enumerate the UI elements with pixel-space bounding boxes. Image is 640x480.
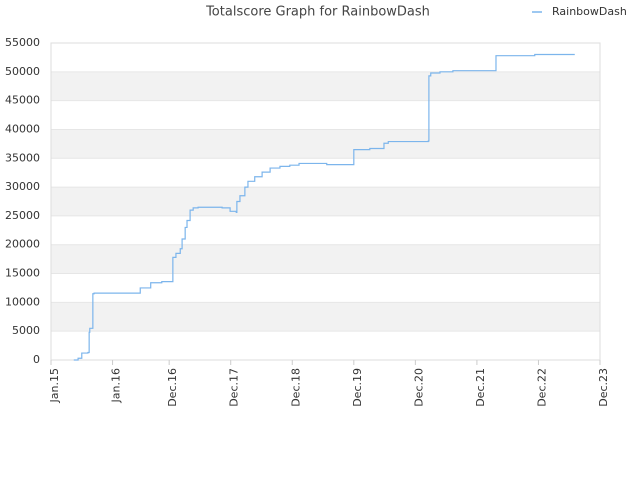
- y-tick-label: 35000: [5, 151, 40, 164]
- x-tick-label: Jan.15: [48, 368, 61, 403]
- y-tick-label: 40000: [5, 122, 40, 135]
- y-tick-label: 55000: [5, 36, 40, 49]
- y-tick-label: 15000: [5, 267, 40, 280]
- x-tick-label: Dec.21: [474, 368, 487, 407]
- score-line: [73, 53, 575, 361]
- y-tick-label: 10000: [5, 295, 40, 308]
- chart-title: Totalscore Graph for RainbowDash: [205, 5, 430, 20]
- grid-band: [51, 187, 600, 216]
- x-tick-label: Dec.16: [166, 368, 179, 407]
- x-tick-label: Dec.23: [597, 368, 610, 407]
- y-tick-label: 50000: [5, 65, 40, 78]
- grid-band: [51, 129, 600, 159]
- grid-band: [51, 71, 600, 101]
- x-tick-label: Dec.17: [228, 368, 241, 407]
- x-tick-label: Dec.22: [535, 368, 548, 407]
- y-tick-label: 30000: [5, 180, 40, 193]
- y-tick-label: 45000: [5, 94, 40, 107]
- y-tick-label: 20000: [5, 238, 40, 251]
- y-tick-label: 5000: [12, 324, 40, 337]
- x-tick-label: Dec.19: [351, 368, 364, 407]
- x-tick-label: Jan.16: [110, 368, 123, 403]
- grid-band: [51, 302, 600, 332]
- x-tick-label: Dec.20: [412, 368, 425, 407]
- x-tick-label: Dec.18: [289, 368, 302, 407]
- grid-band: [51, 244, 600, 274]
- plot-border: [50, 42, 601, 361]
- legend-label: RainbowDash: [552, 5, 627, 18]
- y-tick-label: 25000: [5, 209, 40, 222]
- y-tick-label: 0: [33, 353, 40, 366]
